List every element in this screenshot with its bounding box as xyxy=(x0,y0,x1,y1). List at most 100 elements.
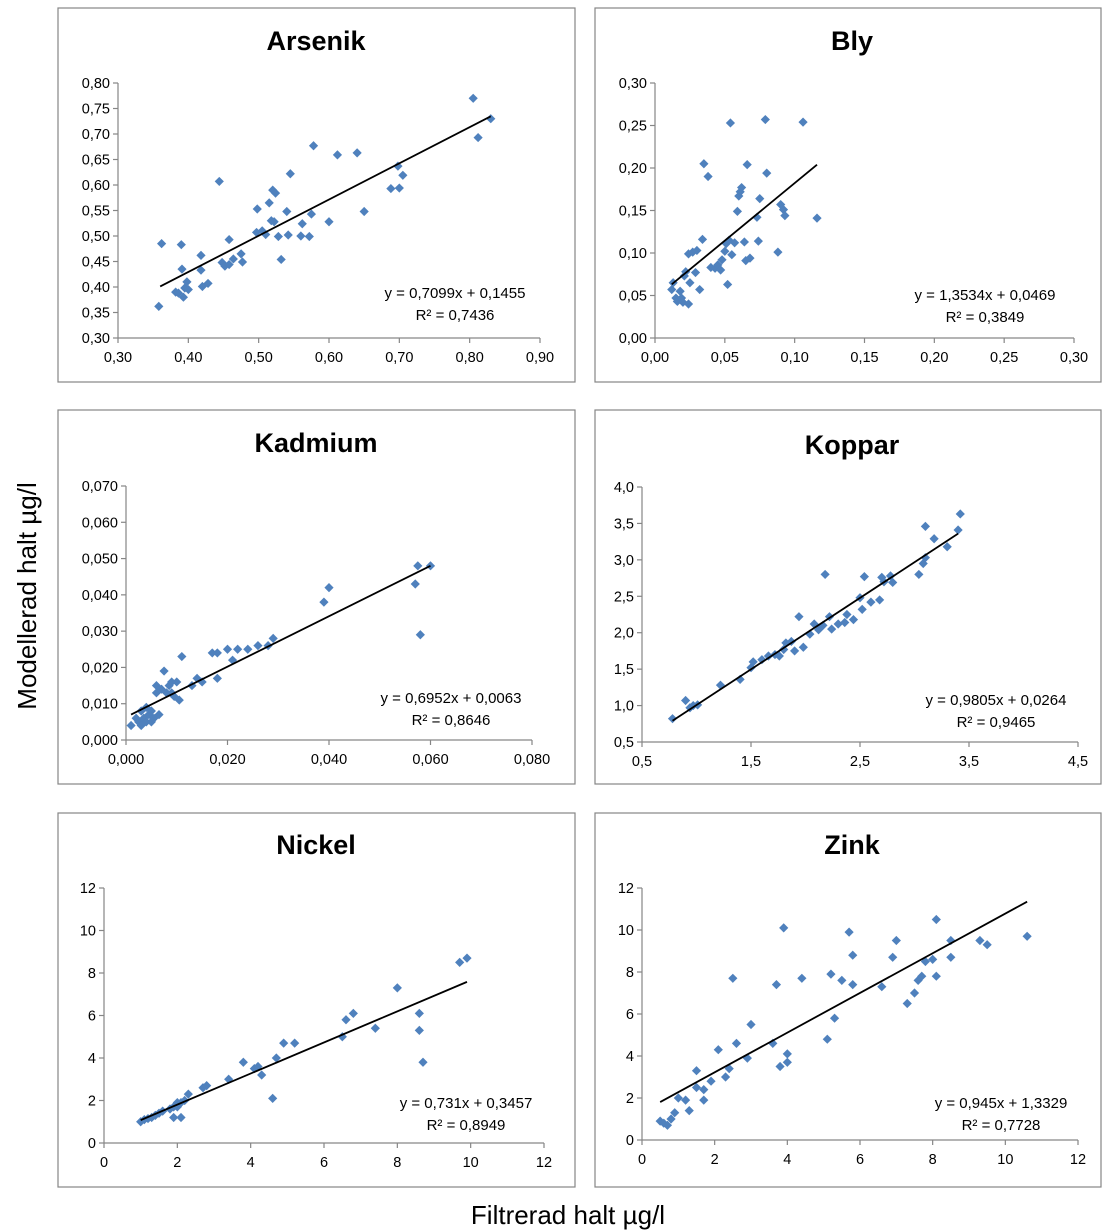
data-point xyxy=(675,286,685,296)
y-tick-label: 0,65 xyxy=(82,153,110,169)
data-point xyxy=(271,1053,281,1063)
data-point xyxy=(782,1057,792,1067)
data-point xyxy=(136,1117,146,1127)
data-point xyxy=(728,973,738,983)
data-point xyxy=(486,114,496,124)
x-tick-label: 0,5 xyxy=(632,754,652,770)
data-point xyxy=(931,971,941,981)
y-tick-label: 1,5 xyxy=(614,662,634,678)
data-point xyxy=(150,1110,160,1120)
data-point xyxy=(929,534,939,544)
data-point xyxy=(837,975,847,985)
data-point xyxy=(662,1120,673,1130)
y-tick-label: 0,20 xyxy=(619,161,647,177)
data-point xyxy=(136,706,146,716)
data-point xyxy=(812,213,822,223)
data-point xyxy=(859,572,869,582)
data-point xyxy=(273,231,283,242)
data-point xyxy=(691,1066,702,1076)
y-tick-label: 0,30 xyxy=(82,331,110,347)
data-point xyxy=(844,927,854,937)
chart-kadmium: Kadmium 0,000 0,010 0,020 0,030 0,040 0,050 0,0… xyxy=(57,409,576,785)
data-point xyxy=(681,695,691,706)
data-point xyxy=(157,239,167,249)
data-point xyxy=(942,542,952,552)
data-point xyxy=(324,217,334,227)
chart-title-kadmium: Kadmium xyxy=(254,428,377,458)
r-squared-label: R² = 0,8949 xyxy=(427,1117,506,1134)
data-point xyxy=(920,956,930,967)
data-point xyxy=(666,1114,676,1124)
data-point xyxy=(736,182,747,193)
chart-frame-nickel xyxy=(57,812,576,1188)
data-point xyxy=(212,673,222,683)
data-point xyxy=(780,211,790,221)
data-point xyxy=(827,624,837,634)
data-point xyxy=(257,1070,267,1080)
data-point xyxy=(162,688,172,698)
data-point xyxy=(297,219,307,229)
r-squared-label: R² = 0,8646 xyxy=(412,712,491,729)
x-tick-label: 10 xyxy=(997,1152,1013,1168)
data-point xyxy=(177,264,187,274)
data-point xyxy=(717,255,727,265)
data-point xyxy=(667,284,677,295)
x-tick-label: 0,90 xyxy=(526,350,554,366)
r-squared-label: R² = 0,3849 xyxy=(946,309,1025,326)
data-point xyxy=(143,1113,153,1124)
trendline-arsenik xyxy=(159,115,492,288)
data-point xyxy=(679,271,689,281)
trendline-koppar xyxy=(672,532,959,722)
data-point xyxy=(268,1093,278,1103)
data-point xyxy=(842,609,852,620)
data-point xyxy=(228,254,238,264)
data-point xyxy=(703,171,713,182)
chart-koppar: Koppar 0,5 1,0 1,5 2,0 2,5 3,0 3,5 4,0 0,5 1,5 2,5 3… xyxy=(594,409,1102,785)
data-point xyxy=(902,998,912,1009)
data-point xyxy=(888,952,898,962)
data-point xyxy=(1022,931,1032,941)
y-tick-label: 8 xyxy=(626,965,634,981)
data-point xyxy=(672,296,682,307)
data-point xyxy=(914,569,924,580)
x-tick-label: 0,040 xyxy=(311,752,347,768)
data-point xyxy=(774,651,784,661)
data-point xyxy=(236,249,246,259)
data-point xyxy=(257,226,267,236)
data-point xyxy=(797,973,807,983)
data-point xyxy=(180,1095,190,1106)
y-tick-label: 0,05 xyxy=(619,289,647,305)
data-point xyxy=(678,297,688,307)
data-point xyxy=(713,1045,723,1055)
data-point xyxy=(734,191,744,201)
data-point xyxy=(671,293,681,303)
y-tick-label: 0,35 xyxy=(82,306,110,322)
data-point xyxy=(670,1108,680,1118)
data-point xyxy=(706,1076,716,1086)
x-tick-label: 4,5 xyxy=(1068,754,1088,770)
data-point xyxy=(370,1023,380,1033)
data-point xyxy=(196,265,206,275)
y-tick-label: 0,030 xyxy=(82,624,118,640)
data-point xyxy=(715,680,726,690)
data-point xyxy=(822,1034,832,1044)
x-tick-label: 0,40 xyxy=(174,350,202,366)
data-point xyxy=(840,617,850,628)
data-point xyxy=(192,673,202,683)
data-point xyxy=(251,227,262,238)
data-point xyxy=(174,695,184,705)
data-point xyxy=(418,1057,428,1067)
data-point xyxy=(269,217,279,227)
y-tick-label: 0,040 xyxy=(82,588,118,604)
x-tick-label: 3,5 xyxy=(959,754,979,770)
data-point xyxy=(270,188,281,198)
y-tick-label: 0,30 xyxy=(619,76,647,92)
data-point xyxy=(753,236,763,246)
data-point xyxy=(177,651,187,662)
data-point xyxy=(773,247,783,257)
trend-equation: y = 0,731x + 0,3457 xyxy=(400,1095,533,1112)
x-tick-label: 0,25 xyxy=(990,350,1018,366)
trendline-kadmium xyxy=(130,564,431,716)
data-point xyxy=(760,114,770,125)
data-point xyxy=(848,980,858,990)
